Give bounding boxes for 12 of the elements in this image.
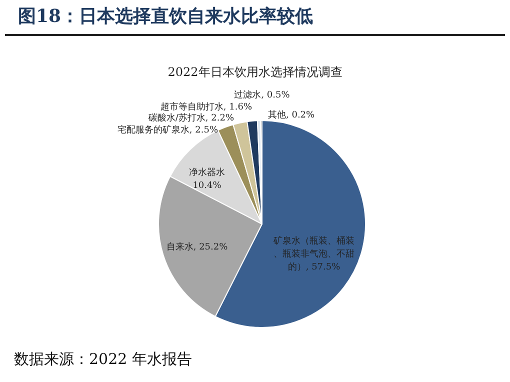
chart-subtitle: 2022年日本饮用水选择情况调查 (166, 64, 344, 81)
slice-label: 宅配服务的矿泉水, 2.5% (117, 124, 218, 136)
slice-label: 碳酸水/苏打水, 2.2% (147, 112, 234, 124)
data-label: 10.4% (192, 180, 222, 191)
slice-label: 矿泉水（瓶装、桶装、瓶装非气泡、不甜的）, 57.5% (272, 235, 354, 272)
slice-label: 超市等自助打水, 1.6% (160, 101, 252, 112)
slice-label: 过滤水, 0.5% (234, 89, 290, 100)
chart-title: 图18：日本选择直饮自来水比率较低 (18, 5, 314, 28)
slice-label: 净水器水 (189, 166, 225, 178)
slice-label: 其他, 0.2% (268, 109, 316, 120)
source-note: 数据来源：2022 年水报告 (14, 350, 192, 369)
slice-label: 自来水, 25.2% (166, 241, 228, 252)
